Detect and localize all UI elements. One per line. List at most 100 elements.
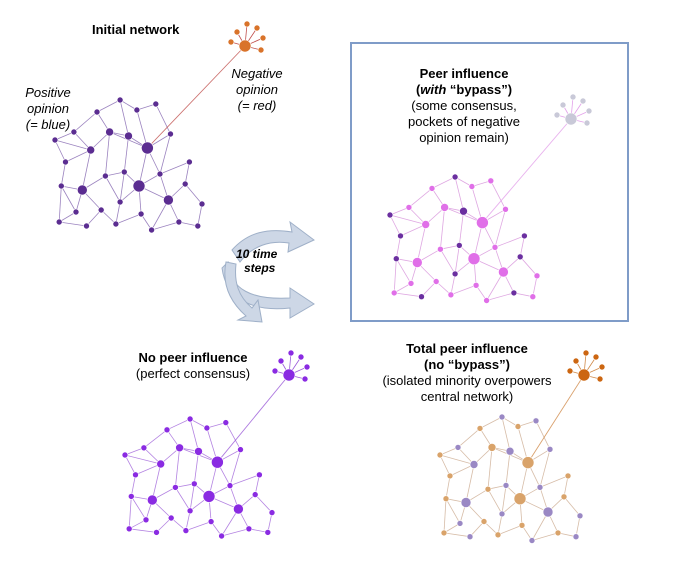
total-edge [443,498,447,533]
bypass-node [498,266,509,278]
total-node [484,485,492,493]
bypass-node [516,253,524,261]
no-peer-node [186,415,194,423]
bypass-title-line-2: (with “bypass”) [389,82,539,98]
bypass-edge [431,176,456,189]
initial-node [194,222,202,230]
initial-node [167,130,174,138]
total-bridge-edge [527,374,585,463]
initial-node [148,226,155,234]
total-node [442,495,450,503]
initial-bridge-edge [147,45,246,149]
initial-node [70,128,78,136]
bypass-title-with: with [420,82,447,97]
bypass-fan-node [564,112,578,126]
bypass-edge [408,188,433,208]
initial-edge [54,131,75,141]
initial-edge [184,161,190,185]
no-peer-node [202,490,216,503]
total-edge [487,447,493,490]
initial-node [97,206,105,214]
bypass-edge [400,224,426,237]
no-peer-edge [156,517,172,533]
bypass-edge [458,211,464,246]
total-node [521,456,535,469]
total-fan-node [582,349,590,357]
no-peer-node [211,455,224,469]
initial-edge [96,99,121,113]
no-peer-edge [124,454,136,475]
initial-node [152,100,160,108]
no-peer-node [186,507,194,515]
no-peer-fan-node [301,375,309,383]
bypass-node [451,270,459,278]
total-edge [531,511,549,541]
total-edge [539,449,551,488]
bypass-edge [486,271,504,301]
total-node [460,497,472,508]
no-peer-edge [185,510,191,531]
bypass-node [407,280,415,287]
bypass-node [428,185,436,192]
no-peer-node [182,527,190,534]
bypass-node [533,272,541,280]
total-edge [497,524,523,536]
initial-node [198,200,206,208]
arrow-to-bypass [231,220,315,263]
bypass-edge [519,235,525,257]
bypass-node [476,216,489,229]
positive-line-3: (= blue) [25,117,71,132]
no-peer-edge [229,449,241,486]
initial-edge [81,149,92,191]
bypass-node [421,220,431,229]
initial-node [156,170,164,178]
positive-line-2: opinion [27,101,69,116]
bypass-desc-line-3: opinion remain) [419,130,509,145]
total-node [494,531,502,539]
bypass-node [510,289,518,297]
no-peer-node [132,471,139,479]
bypass-fan-node [569,93,577,101]
total-edge [535,420,551,450]
no-peer-node [167,514,175,522]
no-peer-node [222,419,230,426]
total-edge [497,513,503,535]
total-node [576,512,584,520]
no-peer-node [191,480,198,488]
total-edge [539,475,569,488]
no-peer-node [268,509,276,516]
bypass-edge [395,258,412,284]
bypass-edge [494,235,525,248]
total-node [532,417,540,425]
no-peer-edge [175,487,191,512]
bypass-node [405,204,413,211]
total-node [564,472,572,480]
no-peer-edge [193,451,199,484]
initial-node [175,218,183,226]
initial-node [51,136,59,144]
total-node [456,520,464,527]
negative-opinion-label: Negative opinion (= red) [224,66,290,114]
initial-network-title: Initial network [92,22,180,37]
no-peer-fan-node [297,353,305,361]
bypass-fan-node [585,107,593,115]
bypass-node [432,278,440,285]
initial-edge [159,133,171,175]
no-peer-edge [128,496,132,529]
total-edge [563,496,581,517]
initial-node [137,210,145,218]
bypass-desc-line-1: (some consensus, [411,98,517,113]
no-peer-node [125,525,133,533]
total-title-line-1: Total peer influence [406,341,528,356]
bypass-fan-node [559,101,567,109]
total-edge [465,464,475,503]
total-node [440,529,448,537]
bypass-highlight-box [350,42,629,322]
no-peer-edge [129,528,157,533]
no-peer-fan-node [271,367,279,375]
bypass-edge [490,180,506,210]
time-steps-label: 10 time steps [236,247,277,275]
bypass-edge [393,258,397,293]
bypass-node [437,245,444,253]
initial-fan-node [259,34,267,42]
